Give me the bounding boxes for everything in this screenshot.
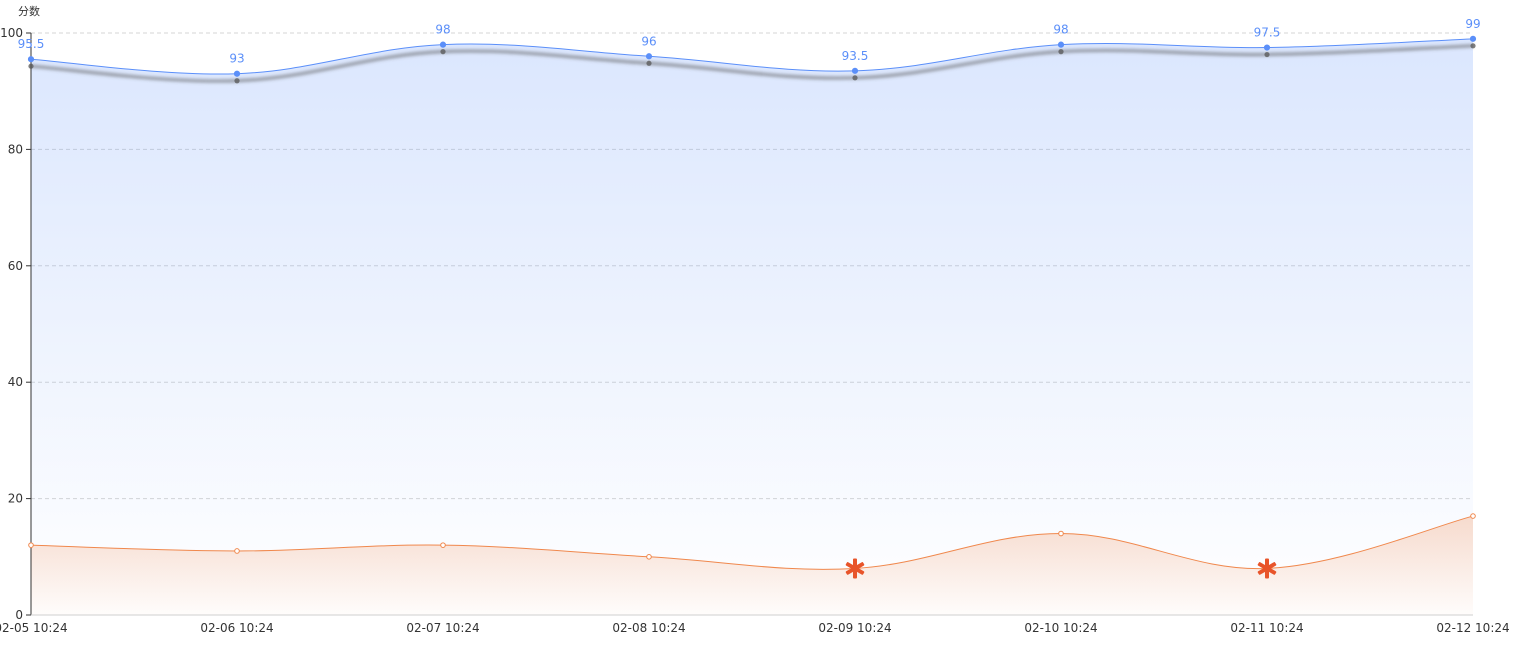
series-1-point	[1469, 35, 1477, 42]
series-2-line	[30, 515, 1474, 570]
area-layer	[31, 38, 1473, 615]
x-tick-label: 02-07 10:24	[406, 621, 479, 635]
asterisk-stroke	[1257, 562, 1277, 575]
series-1-point	[439, 41, 447, 48]
y-tick-label: 0	[15, 608, 23, 622]
data-label: 93.5	[842, 49, 869, 63]
line-layer	[28, 38, 1476, 570]
x-tick-label: 02-10 10:24	[1024, 621, 1097, 635]
series-2-point	[440, 542, 446, 548]
label-layer: 95.5 93 98 96 93.5 98 97.5 99	[18, 17, 1481, 66]
series-2-point	[646, 554, 652, 560]
series-1-shadow	[28, 43, 1476, 84]
axis-layer: 0 20 40 60 80 100 02-05 10:24 02-06 10:24 02-07 …	[0, 26, 1510, 635]
y-tick-label: 100	[0, 26, 23, 40]
series-2-point	[234, 548, 240, 554]
data-label: 95.5	[18, 37, 45, 51]
series-1-shadow-point	[234, 78, 240, 84]
series-1-point	[27, 56, 35, 63]
series-1-point	[851, 67, 859, 74]
data-label: 98	[1053, 23, 1068, 37]
y-tick-label: 40	[8, 375, 23, 389]
series-1-shadow-point	[646, 60, 652, 66]
x-tick-label: 02-06 10:24	[200, 621, 273, 635]
series-2-point	[1470, 513, 1476, 519]
series-1-point	[1057, 41, 1065, 48]
series-1-shadow-point	[1058, 49, 1064, 55]
y-tick-label: 20	[8, 492, 23, 506]
series-2-point	[28, 542, 34, 548]
data-label: 97.5	[1254, 26, 1281, 40]
y-axis-title: 分数	[18, 5, 40, 18]
x-tick-label: 02-09 10:24	[818, 621, 891, 635]
y-tick-label: 60	[8, 259, 23, 273]
data-label: 98	[435, 23, 450, 37]
y-tick-label: 80	[8, 142, 23, 156]
series-1-line	[30, 38, 1474, 75]
data-label: 99	[1465, 17, 1480, 31]
x-tick-label: 02-08 10:24	[612, 621, 685, 635]
asterisk-stroke	[845, 562, 865, 575]
series-1-area	[31, 38, 1473, 615]
x-tick-label: 02-12 10:24	[1436, 621, 1509, 635]
series-2-area	[31, 516, 1473, 615]
series-1-shadow-point	[1264, 51, 1270, 58]
series-1-shadow-line	[30, 44, 1474, 83]
asterisk-marker	[845, 558, 865, 579]
x-tick-label: 02-11 10:24	[1230, 621, 1303, 635]
series-1-point	[1263, 44, 1271, 51]
series-1-point	[233, 70, 241, 77]
series-1-shadow-point	[440, 49, 446, 55]
series-1-shadow-point	[28, 63, 34, 69]
series-2-point	[1058, 530, 1064, 537]
x-tick-label: 02-05 10:24	[0, 621, 68, 635]
point-layer	[27, 35, 1477, 579]
series-1-shadow-point	[1470, 43, 1476, 49]
data-label: 96	[641, 34, 656, 48]
asterisk-marker	[1257, 558, 1277, 579]
series-1-shadow-point	[852, 75, 858, 81]
series-1-point	[645, 53, 653, 60]
data-label: 93	[229, 52, 244, 66]
